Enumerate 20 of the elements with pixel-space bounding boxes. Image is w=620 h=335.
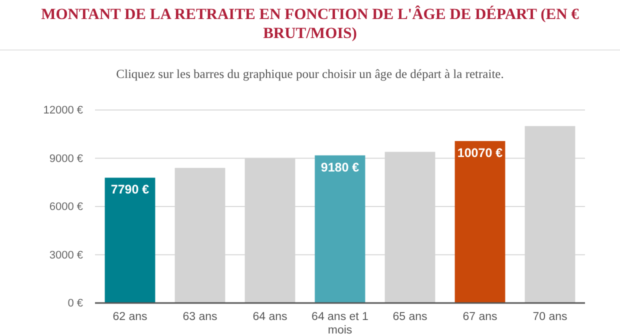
chart-title: MONTANT DE LA RETRAITE EN FONCTION DE L'ÂGE DE DÉPART (EN € BRUT/MOIS) [41, 5, 580, 42]
x-tick-label: 70 ans [532, 311, 568, 324]
x-tick-label: 67 ans [462, 311, 498, 324]
chart-subtitle: Cliquez sur les barres du graphique pour choisir un âge de départ à la retraite. [116, 67, 504, 81]
x-tick-label: 65 ans [392, 311, 428, 324]
y-tick-label: 9000 € [49, 152, 83, 165]
data-label: 7790 € [110, 182, 150, 197]
x-tick-label: 64 ans et 1 mois [312, 311, 368, 335]
y-tick-label: 12000 € [43, 104, 83, 117]
x-tick-label: 64 ans [252, 311, 288, 324]
x-tick-label: 63 ans [182, 311, 218, 324]
y-tick-label: 3000 € [49, 249, 83, 262]
bar [104, 178, 156, 303]
bar [454, 141, 506, 303]
y-tick-label: 6000 € [49, 201, 83, 214]
data-label: 10070 € [457, 146, 503, 160]
bar [314, 155, 366, 303]
data-label: 9180 € [320, 160, 360, 174]
x-tick-label: 62 ans [112, 311, 148, 324]
y-tick-label: 0 € [68, 298, 83, 310]
